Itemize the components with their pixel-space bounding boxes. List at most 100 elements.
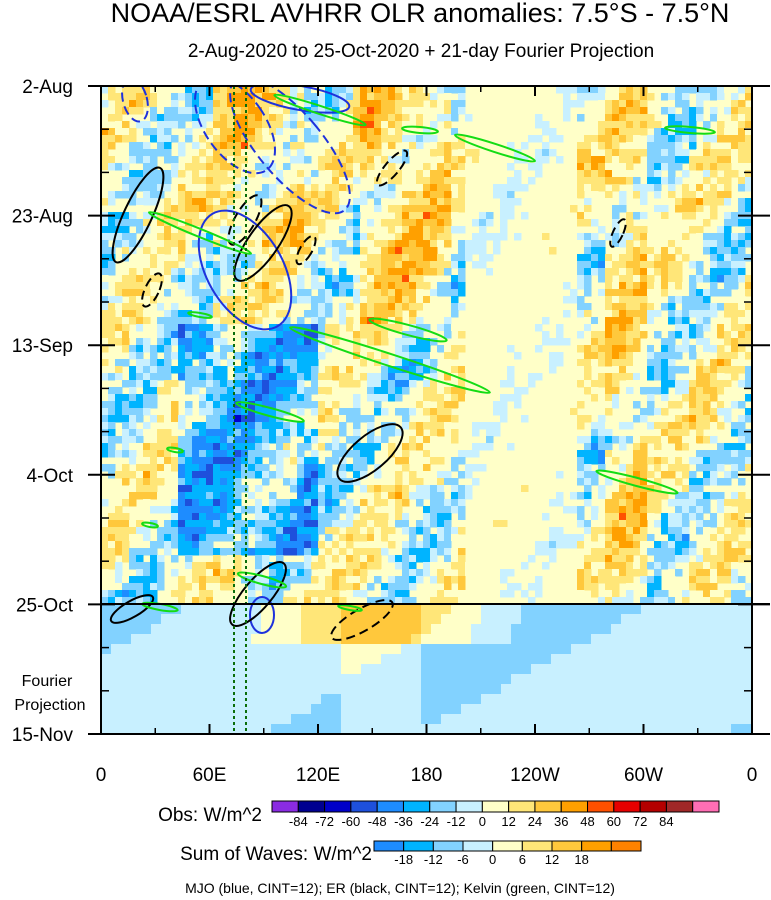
field-cell [619,555,627,563]
field-cell [668,450,676,458]
field-cell [255,548,263,556]
field-cell [276,191,284,199]
field-cell [241,317,249,325]
field-cell [136,310,144,318]
field-cell [703,338,711,346]
field-cell [262,359,270,367]
field-cell [283,338,291,346]
field-cell [171,219,179,227]
field-cell [325,534,333,542]
field-cell [633,520,641,528]
field-cell [633,177,641,185]
field-cell [220,296,228,304]
field-cell [136,534,144,542]
field-cell [696,485,704,493]
field-cell [605,289,613,297]
field-cell [234,156,242,164]
field-cell [381,184,389,192]
field-cell [654,583,662,591]
field-cell [213,499,221,507]
field-cell [143,163,151,171]
field-cell [661,93,669,101]
field-cell [367,541,375,549]
field-cell [598,485,606,493]
field-cell [241,394,249,402]
field-cell [724,471,732,479]
field-cell [157,583,165,591]
field-cell [206,219,214,227]
field-cell [437,457,445,465]
field-cell [150,562,158,570]
field-cell [129,583,137,591]
field-cell [108,219,116,227]
field-cell [640,142,648,150]
field-cell [521,471,529,479]
field-cell [584,261,592,269]
field-cell [626,338,634,346]
field-cell [423,471,431,479]
field-cell [227,247,235,255]
field-cell [717,198,725,206]
field-cell [353,345,361,353]
field-cell [612,282,620,290]
field-cell [703,534,711,542]
field-cell [171,555,179,563]
field-cell [507,506,515,514]
field-cell [696,93,704,101]
field-cell [668,275,676,283]
field-cell [360,415,368,423]
field-cell [269,268,277,276]
field-cell [255,408,263,416]
field-cell [283,548,291,556]
field-cell [150,191,158,199]
field-cell [248,275,256,283]
field-cell [108,338,116,346]
field-cell [360,247,368,255]
field-cell [297,499,305,507]
field-cell [731,114,739,122]
field-cell [689,366,697,374]
field-cell [395,303,403,311]
field-cell [248,247,256,255]
field-cell [346,499,354,507]
field-cell [290,429,298,437]
field-cell [255,338,263,346]
field-cell [591,436,599,444]
field-cell [339,457,347,465]
field-cell [381,478,389,486]
field-cell [325,205,333,213]
field-cell [745,226,752,234]
field-cell [297,548,305,556]
field-cell [612,268,620,276]
field-cell [213,576,221,584]
field-cell [185,345,193,353]
field-cell [353,436,361,444]
field-cell [388,86,396,94]
field-cell [269,471,277,479]
field-cell [465,254,473,262]
field-cell [661,562,669,570]
field-cell [213,408,221,416]
field-cell [115,499,123,507]
projection-cell [151,624,162,635]
field-cell [325,576,333,584]
field-cell [437,492,445,500]
field-cell [164,338,172,346]
field-cell [115,394,123,402]
field-cell [304,205,312,213]
field-cell [479,107,487,115]
field-cell [661,541,669,549]
field-cell [248,170,256,178]
field-cell [549,338,557,346]
field-cell [122,527,130,535]
field-cell [185,254,193,262]
field-cell [738,156,746,164]
field-cell [255,415,263,423]
field-cell [339,240,347,248]
field-cell [276,373,284,381]
field-cell [577,191,585,199]
field-cell [318,198,326,206]
field-cell [731,100,739,108]
field-cell [689,513,697,521]
field-cell [206,100,214,108]
